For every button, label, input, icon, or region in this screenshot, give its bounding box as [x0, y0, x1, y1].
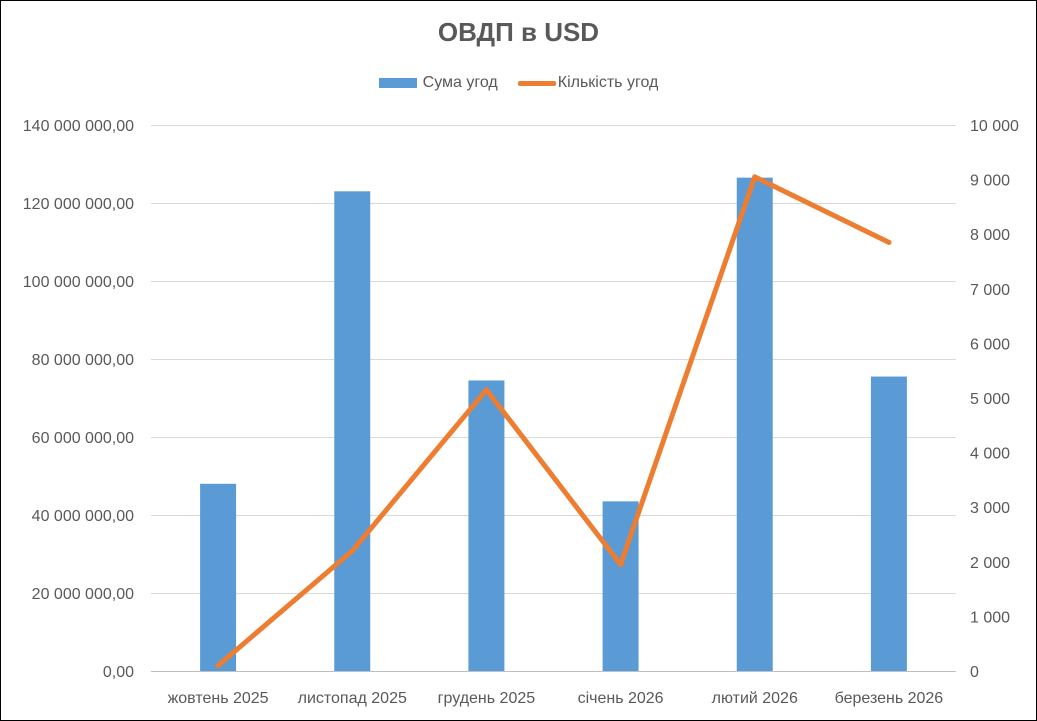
legend-label-bar: Сума угод [422, 74, 498, 91]
y-right-tick-label: 2 000 [970, 555, 1010, 572]
line-point [483, 387, 489, 393]
y-right-tick-label: 4 000 [970, 446, 1010, 463]
line-point [349, 548, 355, 554]
y-right-tick-label: 8 000 [970, 227, 1010, 244]
y-left-tick-label: 120 000 000,00 [23, 196, 134, 213]
line-point [618, 562, 624, 568]
bar [736, 177, 773, 671]
chart-title: ОВДП в USD [437, 17, 600, 47]
legend-item-bar: Сума угод [378, 74, 498, 92]
y-right-tick-label: 10 000 [970, 118, 1019, 135]
y-right-tick-label: 0 [970, 664, 979, 681]
line-point [215, 663, 221, 669]
line-point [886, 239, 892, 245]
y-left-tick-label: 40 000 000,00 [32, 508, 134, 525]
y-left-tick-label: 0,00 [103, 664, 134, 681]
y-left-tick-label: 60 000 000,00 [32, 430, 134, 447]
y-left-tick-label: 20 000 000,00 [32, 586, 134, 603]
x-tick-label: жовтень 2025 [168, 690, 269, 707]
x-tick-label: листопад 2025 [298, 690, 407, 707]
bar [200, 483, 237, 671]
x-tick-label: лютий 2026 [712, 690, 798, 707]
y-left-tick-label: 100 000 000,00 [23, 274, 134, 291]
y-right-tick-label: 3 000 [970, 500, 1010, 517]
bar [334, 191, 371, 672]
y-left-tick-label: 140 000 000,00 [23, 118, 134, 135]
y-right-tick-label: 9 000 [970, 173, 1010, 190]
y-left-tick-label: 80 000 000,00 [32, 352, 134, 369]
y-right-tick-label: 7 000 [970, 282, 1010, 299]
x-tick-label: січень 2026 [578, 690, 664, 707]
bar [468, 380, 505, 671]
legend-swatch-bar [378, 78, 417, 88]
bar [870, 376, 907, 671]
chart-legend: Сума угод Кількість угод [1, 74, 1036, 92]
y-right-tick-label: 5 000 [970, 391, 1010, 408]
series-line [215, 174, 892, 669]
legend-swatch-line [517, 80, 556, 86]
legend-label-line: Кількість угод [557, 74, 659, 91]
x-tick-label: грудень 2025 [438, 690, 536, 707]
line-point [752, 174, 758, 180]
x-tick-label: березень 2026 [835, 690, 944, 707]
legend-item-line: Кількість угод [517, 74, 659, 92]
y-right-tick-label: 1 000 [970, 609, 1010, 626]
y-right-tick-label: 6 000 [970, 336, 1010, 353]
